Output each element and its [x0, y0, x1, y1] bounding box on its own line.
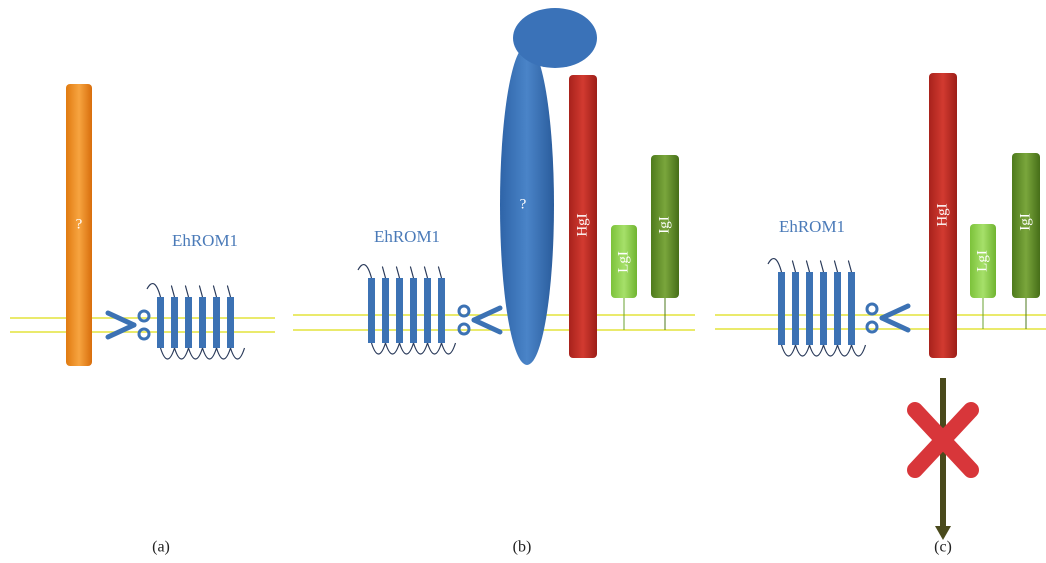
helix: [199, 297, 206, 348]
scissors-handle: [457, 322, 471, 336]
partner-head: [513, 8, 597, 68]
helix: [834, 272, 841, 345]
scissors-handle: [137, 309, 151, 323]
substrate-bar: [66, 84, 92, 366]
lgl-bar: [611, 225, 637, 298]
helix: [806, 272, 813, 345]
scissors-handle: [865, 302, 879, 316]
rhomboid-proteases: [105, 257, 911, 360]
blocked-arrow: [907, 378, 979, 540]
helix: [396, 278, 403, 343]
loops: [357, 263, 457, 355]
helix: [438, 278, 445, 343]
helix: [410, 278, 417, 343]
hgl-bar: [569, 75, 597, 358]
partner-stalk: [500, 45, 554, 365]
lgl-label: LgI: [615, 251, 631, 273]
helix: [424, 278, 431, 343]
enzyme-label: EhROM1: [374, 227, 440, 246]
caption: (a): [152, 539, 170, 556]
caption: (c): [934, 539, 952, 556]
igl-bar: [651, 155, 679, 298]
substrate-label: ?: [76, 216, 83, 232]
hgl-label: HgI: [934, 203, 950, 226]
scissors-blade: [879, 315, 911, 333]
loops: [146, 282, 246, 360]
helix: [185, 297, 192, 348]
loops: [767, 257, 867, 357]
helix: [227, 297, 234, 348]
lgl-label: LgI: [974, 250, 990, 272]
helix: [213, 297, 220, 348]
enzyme-label: EhROM1: [779, 217, 845, 236]
hgl-bar: [929, 73, 957, 358]
helix: [382, 278, 389, 343]
lgl-bar: [970, 224, 996, 298]
igl-bar: [1012, 153, 1040, 298]
igl-label: IgI: [656, 216, 672, 234]
helix: [778, 272, 785, 345]
enzyme-label: EhROM1: [172, 231, 238, 250]
hgl-label: HgI: [574, 213, 590, 236]
partner-label: ?: [520, 196, 527, 212]
scissors-blade: [105, 322, 137, 340]
scissors-handle: [865, 320, 879, 334]
helix: [157, 297, 164, 348]
igl-label: IgI: [1017, 213, 1033, 231]
scissors-handle: [137, 327, 151, 341]
helix: [171, 297, 178, 348]
helix: [848, 272, 855, 345]
helix: [792, 272, 799, 345]
membrane: [10, 314, 1046, 333]
scissors-blade: [471, 305, 503, 323]
helix: [368, 278, 375, 343]
scissors-blade: [471, 317, 503, 335]
scissors-blade: [105, 310, 137, 328]
scissors-blade: [879, 303, 911, 321]
caption: (b): [513, 539, 532, 556]
scissors-handle: [457, 304, 471, 318]
helix: [820, 272, 827, 345]
